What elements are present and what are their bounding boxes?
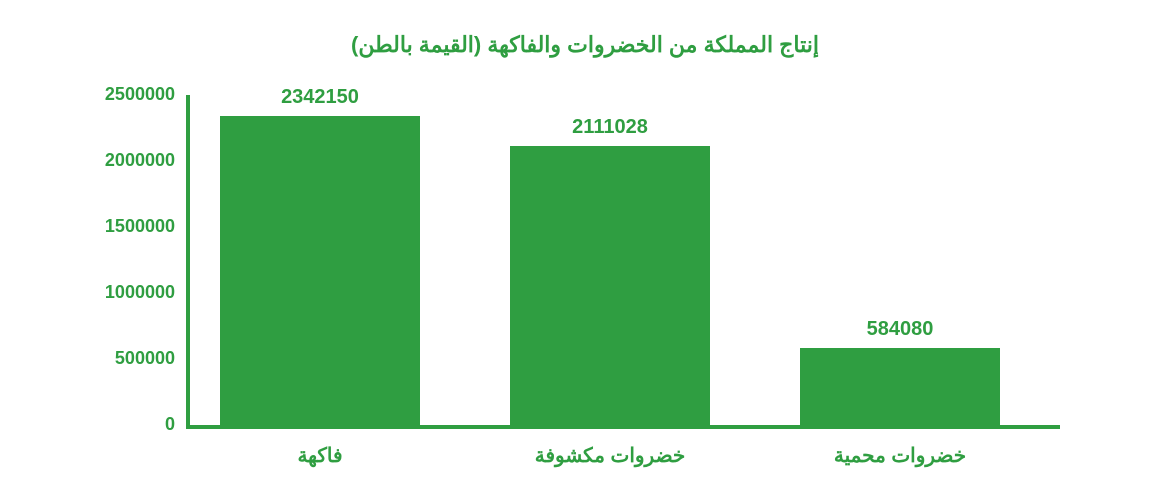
x-label-1: خضروات مكشوفة: [470, 443, 750, 468]
value-label-0: 2342150: [200, 86, 440, 109]
value-label-1: 2111028: [490, 116, 730, 139]
chart-title: إنتاج المملكة من الخضروات والفاكهة (القي…: [0, 32, 1170, 58]
y-tick-0: 0: [75, 414, 175, 435]
value-label-2: 584080: [780, 318, 1020, 341]
y-tick-5: 2500000: [75, 84, 175, 105]
x-label-2: خضروات محمية: [760, 443, 1040, 468]
y-tick-2: 1000000: [75, 282, 175, 303]
bar-2: [800, 348, 1000, 425]
x-label-0: فاكهة: [180, 443, 460, 468]
chart-container: إنتاج المملكة من الخضروات والفاكهة (القي…: [0, 0, 1170, 500]
y-axis-line: [186, 95, 190, 429]
bar-1: [510, 146, 710, 425]
bar-0: [220, 116, 420, 425]
x-axis-line: [190, 425, 1060, 429]
y-tick-3: 1500000: [75, 216, 175, 237]
y-tick-1: 500000: [75, 348, 175, 369]
y-tick-4: 2000000: [75, 150, 175, 171]
